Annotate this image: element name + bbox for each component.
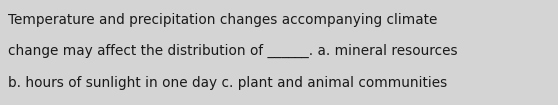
Text: Temperature and precipitation changes accompanying climate: Temperature and precipitation changes ac… [8,13,437,27]
Text: change may affect the distribution of ______. a. mineral resources: change may affect the distribution of __… [8,44,458,58]
Text: b. hours of sunlight in one day c. plant and animal communities: b. hours of sunlight in one day c. plant… [8,76,448,90]
